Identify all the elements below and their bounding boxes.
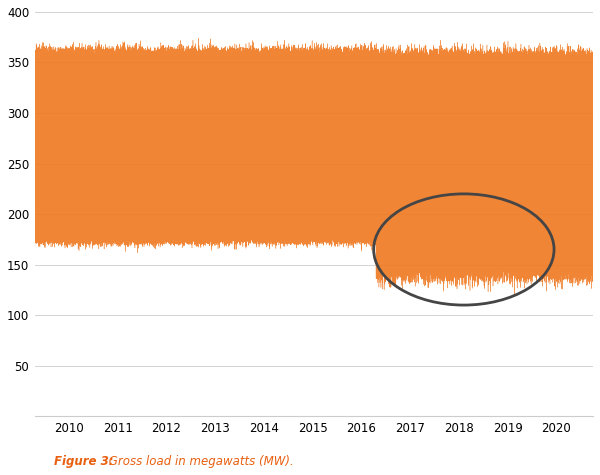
Text: Gross load in megawatts (MW).: Gross load in megawatts (MW). [105, 455, 294, 468]
Text: Figure 3:: Figure 3: [54, 455, 113, 468]
